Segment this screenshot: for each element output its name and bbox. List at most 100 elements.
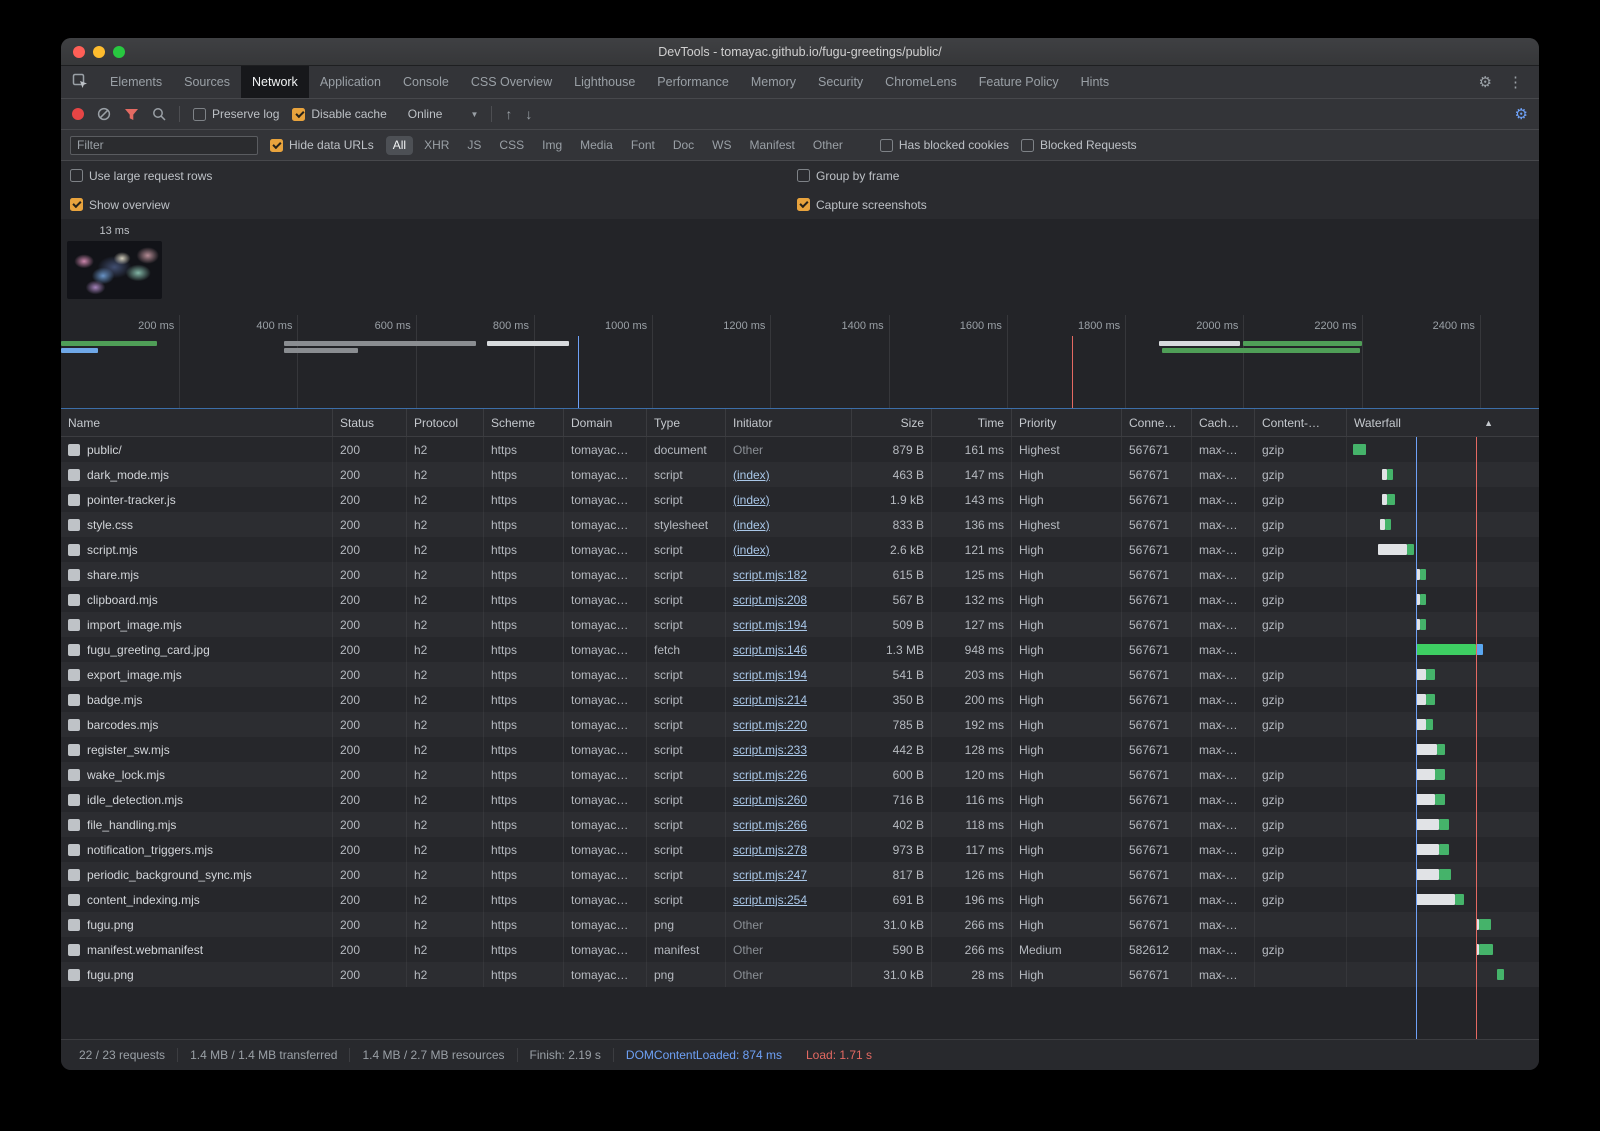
column-header-cach[interactable]: Cach… bbox=[1192, 409, 1255, 436]
request-row-public[interactable]: public/200h2httpstomayac…documentOther87… bbox=[61, 437, 1539, 462]
tab-application[interactable]: Application bbox=[309, 66, 392, 98]
tab-css-overview[interactable]: CSS Overview bbox=[460, 66, 563, 98]
column-header-scheme[interactable]: Scheme bbox=[484, 409, 564, 436]
more-options-kebab-icon[interactable]: ⋮ bbox=[1508, 75, 1523, 90]
search-button[interactable] bbox=[152, 107, 166, 121]
initiator-link[interactable]: (index) bbox=[733, 543, 770, 557]
filter-pill-ws[interactable]: WS bbox=[705, 136, 738, 155]
capture-screenshots-checkbox[interactable]: Capture screenshots bbox=[797, 198, 1539, 212]
request-row-file-handling-mjs[interactable]: file_handling.mjs200h2httpstomayac…scrip… bbox=[61, 812, 1539, 837]
filter-pill-all[interactable]: All bbox=[386, 136, 413, 155]
disable-cache-checkbox[interactable]: Disable cache bbox=[292, 107, 386, 121]
initiator-link[interactable]: script.mjs:233 bbox=[733, 743, 807, 757]
column-header-content[interactable]: Content-… bbox=[1255, 409, 1347, 436]
request-row-content-indexing-mjs[interactable]: content_indexing.mjs200h2httpstomayac…sc… bbox=[61, 887, 1539, 912]
checkbox-box[interactable] bbox=[292, 108, 305, 121]
tab-security[interactable]: Security bbox=[807, 66, 874, 98]
column-header-domain[interactable]: Domain bbox=[564, 409, 647, 436]
initiator-link[interactable]: script.mjs:260 bbox=[733, 793, 807, 807]
initiator-link[interactable]: script.mjs:266 bbox=[733, 818, 807, 832]
filter-input[interactable] bbox=[70, 136, 258, 155]
request-row-wake-lock-mjs[interactable]: wake_lock.mjs200h2httpstomayac…scriptscr… bbox=[61, 762, 1539, 787]
column-header-protocol[interactable]: Protocol bbox=[407, 409, 484, 436]
inspect-element-button[interactable] bbox=[61, 66, 99, 98]
tab-chromelens[interactable]: ChromeLens bbox=[874, 66, 968, 98]
column-header-type[interactable]: Type bbox=[647, 409, 726, 436]
filter-pill-other[interactable]: Other bbox=[806, 136, 850, 155]
checkbox-box[interactable] bbox=[270, 139, 283, 152]
settings-gear-icon[interactable]: ⚙ bbox=[1479, 75, 1492, 90]
checkbox-box[interactable] bbox=[797, 198, 810, 211]
filter-pill-css[interactable]: CSS bbox=[492, 136, 531, 155]
request-row-register-sw-mjs[interactable]: register_sw.mjs200h2httpstomayac…scripts… bbox=[61, 737, 1539, 762]
initiator-link[interactable]: (index) bbox=[733, 493, 770, 507]
request-row-periodic-background-sync-mjs[interactable]: periodic_background_sync.mjs200h2httpsto… bbox=[61, 862, 1539, 887]
request-row-fugu-greeting-card-jpg[interactable]: fugu_greeting_card.jpg200h2httpstomayac…… bbox=[61, 637, 1539, 662]
column-header-initiator[interactable]: Initiator bbox=[726, 409, 852, 436]
initiator-link[interactable]: script.mjs:220 bbox=[733, 718, 807, 732]
filter-pill-manifest[interactable]: Manifest bbox=[743, 136, 802, 155]
request-row-manifest-webmanifest[interactable]: manifest.webmanifest200h2httpstomayac…ma… bbox=[61, 937, 1539, 962]
tab-feature-policy[interactable]: Feature Policy bbox=[968, 66, 1070, 98]
clear-button[interactable] bbox=[97, 107, 111, 121]
filter-pill-js[interactable]: JS bbox=[460, 136, 488, 155]
request-row-idle-detection-mjs[interactable]: idle_detection.mjs200h2httpstomayac…scri… bbox=[61, 787, 1539, 812]
request-row-import-image-mjs[interactable]: import_image.mjs200h2httpstomayac…script… bbox=[61, 612, 1539, 637]
export-har-button[interactable]: ↓ bbox=[525, 106, 532, 122]
checkbox-box[interactable] bbox=[1021, 139, 1034, 152]
request-row-script-mjs[interactable]: script.mjs200h2httpstomayac…script(index… bbox=[61, 537, 1539, 562]
initiator-link[interactable]: script.mjs:182 bbox=[733, 568, 807, 582]
throttling-dropdown[interactable]: Online ▼ bbox=[408, 107, 479, 121]
initiator-link[interactable]: (index) bbox=[733, 518, 770, 532]
tab-performance[interactable]: Performance bbox=[646, 66, 740, 98]
filter-pill-media[interactable]: Media bbox=[573, 136, 620, 155]
filter-pill-doc[interactable]: Doc bbox=[666, 136, 701, 155]
filter-pill-img[interactable]: Img bbox=[535, 136, 569, 155]
tab-memory[interactable]: Memory bbox=[740, 66, 807, 98]
request-row-fugu-png[interactable]: fugu.png200h2httpstomayac…pngOther31.0 k… bbox=[61, 962, 1539, 987]
request-row-notification-triggers-mjs[interactable]: notification_triggers.mjs200h2httpstomay… bbox=[61, 837, 1539, 862]
network-settings-gear-icon[interactable]: ⚙ bbox=[1515, 107, 1528, 122]
tab-sources[interactable]: Sources bbox=[173, 66, 241, 98]
request-row-dark-mode-mjs[interactable]: dark_mode.mjs200h2httpstomayac…script(in… bbox=[61, 462, 1539, 487]
column-header-name[interactable]: Name bbox=[61, 409, 333, 436]
tab-network[interactable]: Network bbox=[241, 66, 309, 98]
initiator-link[interactable]: script.mjs:247 bbox=[733, 868, 807, 882]
record-button[interactable] bbox=[72, 108, 84, 120]
checkbox-box[interactable] bbox=[880, 139, 893, 152]
zoom-button[interactable] bbox=[113, 46, 125, 58]
initiator-link[interactable]: script.mjs:208 bbox=[733, 593, 807, 607]
group-by-frame-checkbox[interactable]: Group by frame bbox=[797, 169, 1539, 183]
column-header-conne[interactable]: Conne… bbox=[1122, 409, 1192, 436]
tab-elements[interactable]: Elements bbox=[99, 66, 173, 98]
request-row-clipboard-mjs[interactable]: clipboard.mjs200h2httpstomayac…scriptscr… bbox=[61, 587, 1539, 612]
initiator-link[interactable]: script.mjs:194 bbox=[733, 668, 807, 682]
initiator-link[interactable]: script.mjs:254 bbox=[733, 893, 807, 907]
initiator-link[interactable]: script.mjs:194 bbox=[733, 618, 807, 632]
filter-toggle-button[interactable] bbox=[124, 108, 139, 121]
screenshot-thumbnail[interactable] bbox=[67, 241, 162, 299]
import-har-button[interactable]: ↑ bbox=[505, 106, 512, 122]
minimize-button[interactable] bbox=[93, 46, 105, 58]
initiator-link[interactable]: script.mjs:146 bbox=[733, 643, 807, 657]
checkbox-box[interactable] bbox=[193, 108, 206, 121]
initiator-link[interactable]: script.mjs:214 bbox=[733, 693, 807, 707]
column-header-status[interactable]: Status bbox=[333, 409, 407, 436]
show-overview-checkbox[interactable]: Show overview bbox=[70, 198, 797, 212]
close-button[interactable] bbox=[73, 46, 85, 58]
initiator-link[interactable]: (index) bbox=[733, 468, 770, 482]
preserve-log-checkbox[interactable]: Preserve log bbox=[193, 107, 279, 121]
checkbox-box[interactable] bbox=[70, 198, 83, 211]
initiator-link[interactable]: script.mjs:226 bbox=[733, 768, 807, 782]
tab-lighthouse[interactable]: Lighthouse bbox=[563, 66, 646, 98]
checkbox-box[interactable] bbox=[70, 169, 83, 182]
sort-ascending-icon[interactable]: ▲ bbox=[1484, 418, 1493, 428]
column-header-priority[interactable]: Priority bbox=[1012, 409, 1122, 436]
filter-pill-xhr[interactable]: XHR bbox=[417, 136, 456, 155]
column-header-waterfall[interactable]: Waterfall▲ bbox=[1347, 409, 1539, 436]
window-titlebar[interactable]: DevTools - tomayac.github.io/fugu-greeti… bbox=[61, 38, 1539, 66]
filter-pill-font[interactable]: Font bbox=[624, 136, 662, 155]
network-overview-graph[interactable]: 200 ms400 ms600 ms800 ms1000 ms1200 ms14… bbox=[61, 315, 1539, 408]
blocked-requests-checkbox[interactable]: Blocked Requests bbox=[1021, 138, 1137, 152]
request-row-style-css[interactable]: style.css200h2httpstomayac…stylesheet(in… bbox=[61, 512, 1539, 537]
